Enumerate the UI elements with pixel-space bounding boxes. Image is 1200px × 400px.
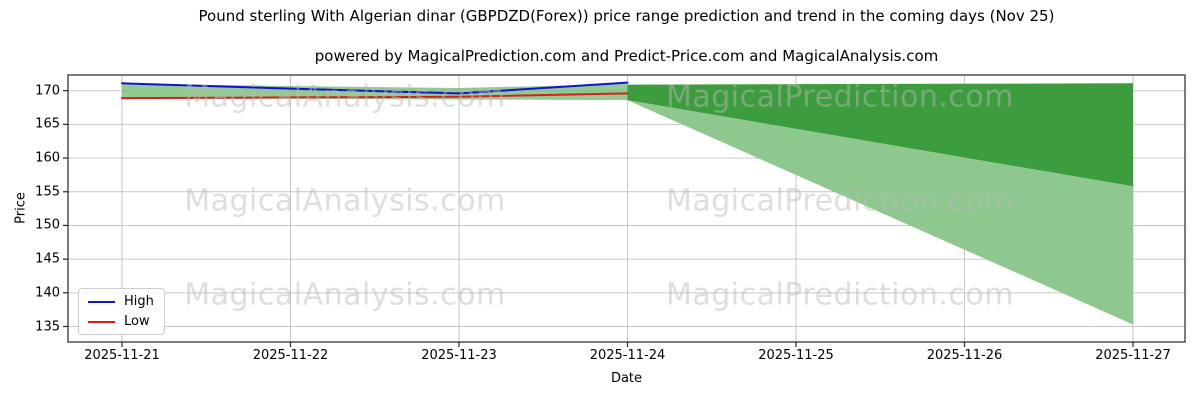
x-tick-label: 2025-11-21 bbox=[84, 348, 160, 363]
y-tick-label: 165 bbox=[35, 116, 60, 132]
x-tick-label: 2025-11-26 bbox=[926, 348, 1003, 363]
y-tick-label: 135 bbox=[35, 319, 60, 334]
high-line-swatch bbox=[88, 300, 115, 303]
legend-label-high: High bbox=[124, 294, 154, 309]
prediction-lower-fan-area bbox=[627, 100, 1133, 325]
y-tick-label: 150 bbox=[35, 217, 60, 233]
legend: High Low bbox=[78, 288, 165, 335]
x-tick-label: 2025-11-27 bbox=[1095, 348, 1171, 363]
y-tick-label: 140 bbox=[35, 285, 60, 301]
chart-subtitle: powered by MagicalPrediction.com and Pre… bbox=[314, 47, 939, 65]
y-tick-label: 160 bbox=[35, 150, 60, 166]
x-tick-label: 2025-11-22 bbox=[252, 348, 329, 363]
legend-item-high: High bbox=[88, 294, 154, 309]
x-tick-label: 2025-11-25 bbox=[758, 348, 834, 363]
low-line bbox=[121, 92, 629, 100]
x-tick-label: 2025-11-24 bbox=[589, 348, 666, 363]
chart-title: Pound sterling With Algerian dinar (GBPD… bbox=[198, 7, 1055, 25]
y-tick-label: 170 bbox=[35, 83, 60, 99]
low-line-swatch bbox=[88, 320, 115, 323]
prediction-upper-band-area bbox=[627, 83, 1133, 187]
legend-item-low: Low bbox=[88, 314, 154, 329]
y-tick-label: 155 bbox=[35, 184, 60, 200]
legend-label-low: Low bbox=[124, 314, 150, 329]
y-tick-label: 145 bbox=[35, 251, 60, 267]
plot-border bbox=[67, 74, 1186, 343]
high-line bbox=[121, 81, 629, 95]
x-tick-label: 2025-11-23 bbox=[421, 348, 497, 363]
x-axis-label: Date bbox=[610, 371, 643, 386]
